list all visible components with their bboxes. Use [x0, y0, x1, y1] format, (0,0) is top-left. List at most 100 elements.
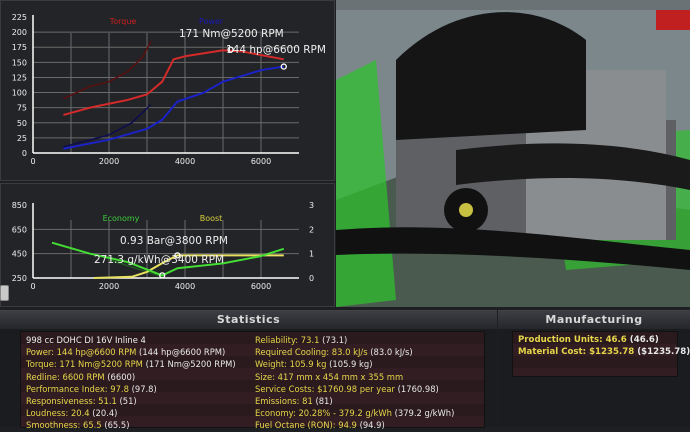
y-tick-label: 25	[17, 134, 27, 143]
stat-previous: ($1235.78)	[637, 347, 690, 358]
y-tick-label: 650	[12, 225, 27, 234]
x-tick-label: 0	[30, 282, 35, 291]
boost-line	[93, 254, 284, 279]
stat-value: Material Cost: $1235.78	[518, 347, 635, 358]
reference-line	[63, 104, 152, 148]
stat-row: Size: 417 mm x 454 mm x 355 mm	[255, 371, 454, 383]
stat-value: Weight: 105.9 kg	[255, 359, 327, 370]
stat-previous: (379.2 g/kWh)	[394, 408, 455, 419]
stat-row: Fuel Octane (RON): 94.9 (94.9)	[255, 419, 454, 431]
stat-value: Reliability: 73.1	[255, 335, 320, 345]
stat-value: Economy: 20.28% - 379.2 g/kWh	[255, 408, 392, 419]
y2-tick-label: 0	[309, 274, 314, 283]
peak-marker	[159, 272, 166, 279]
stat-value: Torque: 171 Nm@5200 RPM	[26, 359, 143, 370]
stat-previous: (46.6)	[629, 335, 659, 345]
y-tick-label: 200	[12, 28, 27, 37]
x-tick-label: 0	[30, 157, 35, 166]
manufacturing-list: Production Units: 46.6 (46.6) Material Co…	[512, 331, 690, 377]
stat-previous: (20.4)	[92, 408, 118, 419]
stat-row: 998 cc DOHC DI 16V Inline 4	[26, 334, 236, 346]
statistics-title: Statistics	[0, 311, 497, 329]
stat-row: Material Cost: $1235.78 ($1235.78)	[518, 346, 690, 358]
stat-value: Performance Index: 97.8	[26, 383, 129, 394]
stat-previous: (83.0 kJ/s)	[370, 347, 413, 358]
stat-previous: (51)	[119, 396, 137, 407]
stat-previous: (65.5)	[104, 420, 130, 431]
stat-row: Power: 144 hp@6600 RPM (144 hp@6600 RPM)	[26, 346, 236, 358]
power-line	[63, 65, 284, 150]
y-tick-label: 850	[12, 201, 27, 210]
y2-tick-label: 1	[309, 250, 314, 259]
peak-annotation: 144 hp@6600 RPM	[226, 44, 326, 56]
peak-marker	[174, 252, 181, 259]
stat-row: Service Costs: $1760.98 per year (1760.9…	[255, 383, 454, 395]
stat-value: Smoothness: 65.5	[26, 420, 102, 431]
stat-row: Reliability: 73.1 (73.1)	[255, 334, 454, 346]
stat-row: Required Cooling: 83.0 kJ/s (83.0 kJ/s)	[255, 346, 454, 358]
stat-value: Required Cooling: 83.0 kJ/s	[255, 347, 368, 358]
stat-previous: (97.8)	[131, 383, 157, 394]
stat-row: Smoothness: 65.5 (65.5)	[26, 419, 236, 431]
peak-marker	[280, 63, 287, 70]
stat-value: Production Units: 46.6	[518, 335, 627, 345]
x-tick-label: 2000	[99, 157, 119, 166]
legend-power: Power	[199, 17, 224, 26]
stat-row: Economy: 20.28% - 379.2 g/kWh (379.2 g/k…	[255, 407, 454, 419]
stat-row: Emissions: 81 (81)	[255, 395, 454, 407]
y-tick-label: 50	[17, 119, 27, 128]
stat-value: Power: 144 hp@6600 RPM	[26, 347, 137, 358]
stat-row: Performance Index: 97.8 (97.8)	[26, 383, 236, 395]
y-tick-label: 225	[12, 13, 27, 22]
stat-row: Torque: 171 Nm@5200 RPM (171 Nm@5200 RPM…	[26, 358, 236, 370]
stat-value: Service Costs: $1760.98 per year	[255, 383, 395, 394]
peak-annotation: 171 Nm@5200 RPM	[179, 28, 284, 40]
y-tick-label: 250	[12, 274, 27, 283]
y-tick-label: 175	[12, 43, 27, 52]
x-tick-label: 6000	[251, 282, 271, 291]
stat-value: Size: 417 mm x 454 mm x 355 mm	[255, 371, 404, 382]
stat-row: Weight: 105.9 kg (105.9 kg)	[255, 358, 454, 370]
economy-boost-chart: 250 450 650 850 0 1 2 3 0 2000 4000 6000 Economy Boos…	[0, 183, 335, 307]
manufacturing-panel: Manufacturing Production Units: 46.6 (46…	[498, 310, 690, 427]
x-tick-label: 2000	[99, 282, 119, 291]
stat-previous: (144 hp@6600 RPM)	[139, 347, 226, 358]
economy-line	[51, 241, 285, 277]
x-tick-label: 4000	[175, 282, 195, 291]
y2-tick-label: 2	[309, 225, 314, 234]
stat-previous: (81)	[315, 396, 333, 407]
stat-value: Loudness: 20.4	[26, 408, 90, 419]
stat-previous: (171 Nm@5200 RPM)	[145, 359, 236, 370]
peak-annotation: 271.3 g/kWh@3400 RPM	[94, 254, 224, 266]
stat-value: Responsiveness: 51.1	[26, 396, 117, 407]
y-tick-label: 75	[17, 104, 27, 113]
stat-value: Emissions: 81	[255, 396, 313, 407]
torque-power-chart: 0 25 50 75 100 125 150 175 200 225 0 2000 4000 6000 To…	[0, 0, 335, 181]
manufacturing-title: Manufacturing	[498, 311, 690, 329]
stat-previous: (105.9 kg)	[329, 359, 373, 370]
legend-torque: Torque	[109, 17, 137, 26]
x-tick-label: 4000	[175, 157, 195, 166]
peak-marker	[227, 46, 234, 53]
stat-value: Redline: 6600 RPM	[26, 371, 105, 382]
peak-annotation: 0.93 Bar@3800 RPM	[120, 235, 228, 247]
statistics-list: 998 cc DOHC DI 16V Inline 4 Power: 144 h…	[20, 331, 485, 431]
x-tick-label: 6000	[251, 157, 271, 166]
stat-row: Loudness: 20.4 (20.4)	[26, 407, 236, 419]
statistics-panel: Statistics 998 cc DOHC DI 16V Inline 4 P…	[0, 310, 497, 431]
stat-previous: (73.1)	[322, 335, 348, 345]
stat-previous: (94.9)	[359, 420, 385, 431]
stat-value: 998 cc DOHC DI 16V Inline 4	[26, 335, 146, 345]
y-tick-label: 450	[12, 250, 27, 259]
y-tick-label: 100	[12, 89, 27, 98]
collapse-handle[interactable]	[0, 285, 9, 301]
stat-row: Redline: 6600 RPM (6600)	[26, 371, 236, 383]
stat-previous: (6600)	[107, 371, 136, 382]
legend-economy: Economy	[103, 214, 140, 223]
engine-3d-view[interactable]	[336, 0, 690, 307]
stat-row: Responsiveness: 51.1 (51)	[26, 395, 236, 407]
stat-row: Production Units: 46.6 (46.6)	[518, 334, 690, 346]
y2-tick-label: 3	[309, 201, 314, 210]
stat-previous: (1760.98)	[397, 383, 439, 394]
y-tick-label: 0	[22, 149, 27, 158]
